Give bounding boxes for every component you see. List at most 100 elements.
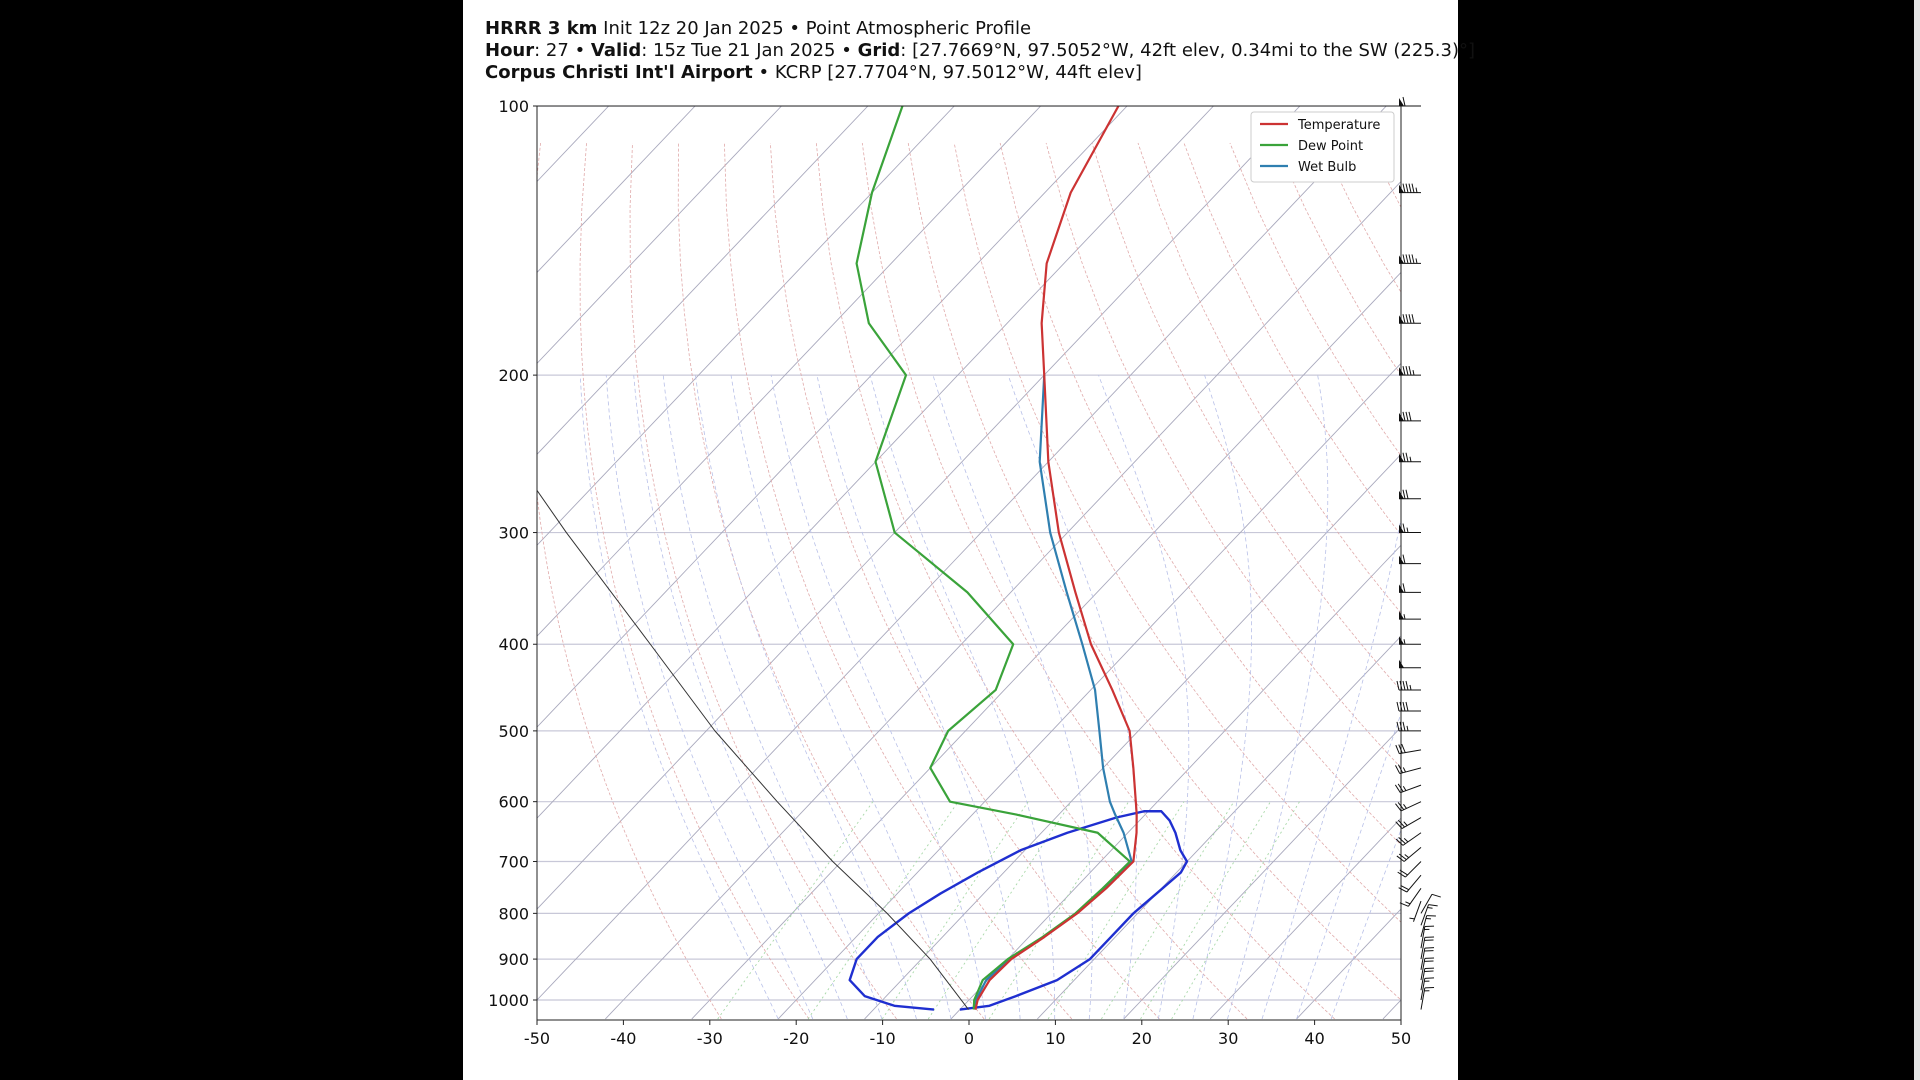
wind-barb-full: [1408, 183, 1412, 193]
wind-barb: [1395, 764, 1422, 775]
wind-barb-full: [1405, 411, 1409, 421]
wind-barb-pennant: [1399, 98, 1404, 106]
wind-barb: [1420, 947, 1435, 970]
wind-barb-staff: [1420, 904, 1429, 926]
wind-barb-full: [1396, 721, 1400, 731]
isotherm: [1123, 726, 1401, 1020]
mixing-ratio-line: [1140, 801, 1271, 1020]
wind-barb: [1420, 925, 1435, 949]
isotherm: [1382, 999, 1401, 1020]
dry-adiabat: [1414, 143, 1458, 1019]
legend-label: Temperature: [1297, 118, 1380, 133]
wind-barb-full: [1402, 701, 1406, 712]
dry-adiabat: [1091, 142, 1401, 692]
mixing-ratio-line: [881, 801, 1029, 1020]
wind-barb-full: [1408, 254, 1412, 264]
wind-barbs: [1394, 96, 1441, 1010]
wind-barb-full: [1402, 452, 1406, 462]
grid-label: Grid: [857, 40, 901, 61]
wind-barb-staff: [1420, 915, 1428, 938]
wind-barb-full: [1397, 764, 1404, 774]
wind-barb-full: [1398, 744, 1403, 754]
wind-barb: [1396, 847, 1422, 862]
y-tick-label: 500: [498, 722, 529, 741]
wind-barb-half: [1409, 684, 1412, 691]
wind-barb-half: [1409, 456, 1412, 462]
y-tick-label: 300: [498, 524, 529, 543]
series-parcel-line: [537, 489, 969, 1010]
bullet: •: [574, 40, 586, 61]
x-tick-label: 10: [1045, 1029, 1065, 1048]
wind-barb: [1398, 874, 1422, 893]
scrollbar[interactable]: [1914, 0, 1920, 1080]
wind-barb: [1395, 801, 1422, 812]
isotherm: [537, 106, 1387, 1001]
legend-label: Dew Point: [1298, 139, 1363, 154]
wind-barb-full: [1399, 721, 1403, 731]
mixing-ratio-line: [1047, 801, 1185, 1020]
dry-adiabat: [724, 142, 1073, 1020]
wind-barb-full: [1408, 314, 1412, 324]
wind-barb-half: [1427, 906, 1433, 909]
x-tick-label: 50: [1391, 1029, 1411, 1048]
moist-adiabat: [1098, 374, 1190, 1020]
wind-barb-pennant: [1399, 636, 1404, 645]
moist-adiabat: [1007, 374, 1137, 1019]
wind-barb: [1395, 817, 1422, 829]
pressure-axis: 100 200 300 400 500 600 700 800 900 1000: [488, 97, 537, 1010]
wind-barb-pennant: [1399, 367, 1404, 376]
wind-barb-half: [1412, 370, 1415, 376]
wind-barb-full: [1394, 784, 1401, 793]
wind-barb-full: [1401, 743, 1406, 753]
moist-adiabat: [1330, 828, 1401, 1020]
valid-label: Valid: [590, 40, 642, 61]
wind-barb-full: [1405, 489, 1409, 499]
moist-adiabat: [770, 375, 986, 1019]
wind-barb-pennant: [1399, 611, 1404, 620]
wind-barb-full: [1402, 411, 1406, 421]
moist-adiabat: [605, 375, 814, 1020]
wind-barb-pennant: [1399, 453, 1404, 462]
x-tick-label: 0: [964, 1029, 974, 1048]
moist-adiabat: [695, 375, 917, 1020]
wind-barb-full: [1402, 366, 1406, 376]
dry-adiabat: [1367, 142, 1401, 209]
wind-barb-staff: [1400, 784, 1422, 794]
wind-barb-pennant: [1399, 412, 1404, 421]
isotherm: [777, 362, 1401, 1020]
wind-barb-pennant: [1399, 659, 1404, 668]
wind-barb-pennant: [1399, 555, 1404, 564]
wind-barb-full: [1402, 554, 1406, 564]
wind-barb-full: [1405, 366, 1409, 376]
isotherm: [1037, 635, 1401, 1020]
bullet: •: [758, 62, 770, 83]
data-lines: [537, 106, 1189, 1011]
isotherm: [537, 106, 1301, 910]
mixing-ratio-line: [807, 801, 959, 1020]
y-tick-label: 900: [498, 950, 529, 969]
wind-barb-staff: [1399, 749, 1422, 755]
wind-barb: [1420, 967, 1435, 991]
wind-barb-half: [1403, 838, 1409, 843]
isotherm: [463, 106, 522, 1019]
dry-adiabat: [999, 142, 1401, 846]
wind-barb-pennant: [1399, 315, 1404, 324]
wind-barb-full: [1395, 744, 1400, 754]
wind-barb-staff: [1400, 801, 1422, 812]
hour-value: : 27: [534, 40, 569, 61]
wind-barb-full: [1397, 871, 1406, 878]
dry-adiabat: [769, 142, 1160, 1020]
wind-barb-full: [1402, 721, 1406, 731]
x-tick-label: 40: [1304, 1029, 1324, 1048]
wind-barb: [1399, 314, 1421, 324]
legend-label: Wet Bulb: [1298, 160, 1356, 175]
wind-barb-full: [1398, 853, 1407, 861]
wind-barb-full: [1395, 803, 1402, 812]
moist-adiabat: [816, 375, 1021, 1019]
wind-barb: [1399, 411, 1421, 422]
wind-barb-full: [1405, 680, 1409, 691]
wind-barb-half: [1415, 187, 1418, 193]
y-tick-label: 400: [498, 635, 529, 654]
model-name: HRRR 3 km: [485, 18, 598, 39]
moist-adiabat: [730, 375, 952, 1020]
